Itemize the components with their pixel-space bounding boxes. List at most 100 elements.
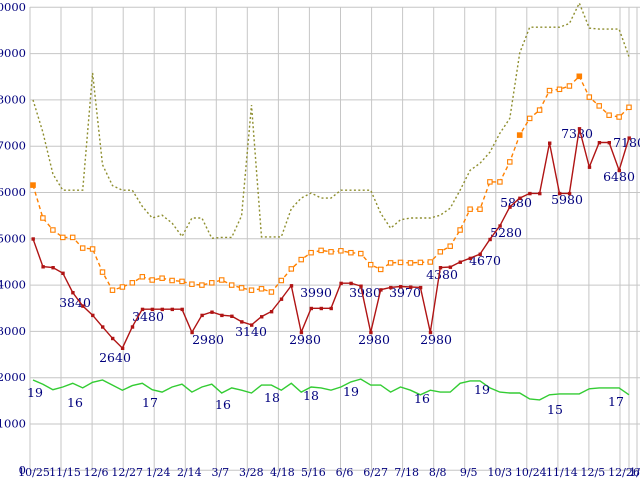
green-point-label: 15	[547, 402, 563, 417]
marker-lower-solid-red	[190, 330, 194, 335]
marker-lower-solid-red	[240, 320, 244, 324]
marker-middle-dashed-orange	[367, 261, 374, 268]
marker-lower-solid-red	[61, 271, 65, 275]
marker-middle-dashed-orange	[298, 256, 304, 263]
marker-middle-dashed-orange	[228, 282, 235, 288]
marker-lower-solid-red	[81, 304, 85, 308]
marker-lower-solid-red	[567, 191, 572, 196]
marker-lower-solid-red	[458, 260, 462, 264]
marker-lower-solid-red	[319, 306, 323, 311]
marker-middle-dashed-orange	[566, 83, 573, 89]
marker-lower-solid-red	[339, 281, 343, 286]
marker-lower-solid-red	[91, 313, 95, 318]
point-label: 2640	[99, 350, 131, 365]
marker-lower-solid-red	[627, 136, 631, 140]
marker-middle-dashed-orange	[606, 112, 612, 118]
marker-middle-dashed-orange	[497, 179, 503, 185]
marker-lower-solid-red	[438, 266, 443, 270]
marker-middle-dashed-orange	[546, 87, 553, 94]
marker-lower-solid-red	[160, 307, 164, 312]
marker-lower-solid-red	[379, 288, 383, 292]
marker-lower-solid-red	[597, 141, 602, 145]
marker-filled-middle-dashed-orange	[30, 182, 36, 188]
marker-lower-solid-red	[558, 191, 562, 196]
point-label: 5880	[500, 195, 532, 210]
marker-lower-solid-red	[220, 313, 224, 318]
marker-middle-dashed-orange	[129, 280, 136, 286]
marker-lower-solid-red	[150, 307, 155, 312]
marker-middle-dashed-orange	[526, 115, 533, 122]
marker-middle-dashed-orange	[60, 234, 66, 241]
marker-middle-dashed-orange	[288, 266, 295, 272]
marker-lower-solid-red	[299, 330, 304, 335]
marker-middle-dashed-orange	[387, 260, 394, 266]
marker-middle-dashed-orange	[417, 259, 424, 266]
marker-lower-solid-red	[399, 285, 403, 289]
marker-lower-solid-red	[478, 252, 482, 256]
marker-middle-dashed-orange	[268, 289, 275, 295]
point-label: 3980	[349, 285, 381, 300]
y-tick-label: 3000	[0, 324, 26, 338]
marker-lower-solid-red	[120, 346, 125, 350]
marker-lower-solid-red	[210, 310, 214, 314]
marker-middle-dashed-orange	[348, 249, 354, 256]
marker-middle-dashed-orange	[218, 277, 225, 283]
marker-middle-dashed-orange	[328, 249, 334, 255]
y-tick-label: 2000	[0, 370, 26, 384]
series-bottom-solid-green	[32, 378, 630, 401]
point-label: 3990	[300, 285, 332, 300]
y-tick-label: 0	[19, 463, 26, 477]
marker-middle-dashed-orange	[536, 107, 543, 113]
marker-middle-dashed-orange	[149, 277, 155, 283]
marker-middle-dashed-orange	[556, 86, 563, 93]
marker-middle-dashed-orange	[109, 287, 116, 293]
y-tick-label: 7000	[0, 139, 26, 153]
green-point-label: 18	[264, 390, 280, 405]
marker-middle-dashed-orange	[89, 246, 96, 252]
point-label: 3140	[235, 324, 267, 339]
marker-lower-solid-red	[101, 325, 105, 329]
point-label: 4380	[426, 267, 458, 282]
marker-lower-solid-red	[41, 265, 45, 269]
marker-lower-solid-red	[607, 141, 611, 145]
point-label: 5980	[551, 192, 583, 207]
marker-middle-dashed-orange	[79, 245, 86, 251]
x-tick-label: 11/14	[546, 466, 578, 479]
marker-lower-solid-red	[111, 336, 115, 341]
x-tick-label: 9/5	[460, 466, 478, 479]
y-tick-label: 6000	[0, 185, 26, 199]
x-tick-label: 3/28	[239, 466, 264, 479]
marker-lower-solid-red	[289, 284, 294, 288]
marker-lower-solid-red	[538, 191, 542, 196]
marker-lower-solid-red	[389, 285, 393, 290]
point-label: 3970	[389, 285, 421, 300]
marker-middle-dashed-orange	[377, 266, 384, 273]
x-tick-label: 6/27	[363, 466, 388, 479]
marker-middle-dashed-orange	[248, 287, 255, 293]
marker-lower-solid-red	[260, 315, 264, 319]
marker-lower-solid-red	[468, 256, 472, 261]
marker-lower-solid-red	[448, 265, 453, 269]
marker-middle-dashed-orange	[209, 280, 215, 286]
marker-lower-solid-red	[329, 306, 333, 311]
marker-lower-solid-red	[548, 141, 552, 145]
marker-lower-solid-red	[140, 307, 145, 312]
marker-middle-dashed-orange	[596, 103, 602, 109]
marker-filled-middle-dashed-orange	[576, 73, 583, 80]
marker-lower-solid-red	[309, 306, 313, 311]
marker-lower-solid-red	[269, 310, 274, 314]
green-point-label: 17	[608, 394, 624, 409]
marker-middle-dashed-orange	[487, 179, 493, 185]
marker-middle-dashed-orange	[447, 243, 453, 249]
marker-middle-dashed-orange	[189, 281, 195, 287]
marker-lower-solid-red	[200, 313, 204, 318]
y-tick-label: 9000	[0, 46, 26, 60]
marker-lower-solid-red	[230, 314, 234, 318]
marker-filled-middle-dashed-orange	[516, 132, 523, 138]
point-label: 7380	[561, 126, 593, 141]
marker-middle-dashed-orange	[437, 249, 444, 255]
x-tick-label: 8/8	[429, 466, 447, 479]
marker-lower-solid-red	[409, 285, 413, 289]
